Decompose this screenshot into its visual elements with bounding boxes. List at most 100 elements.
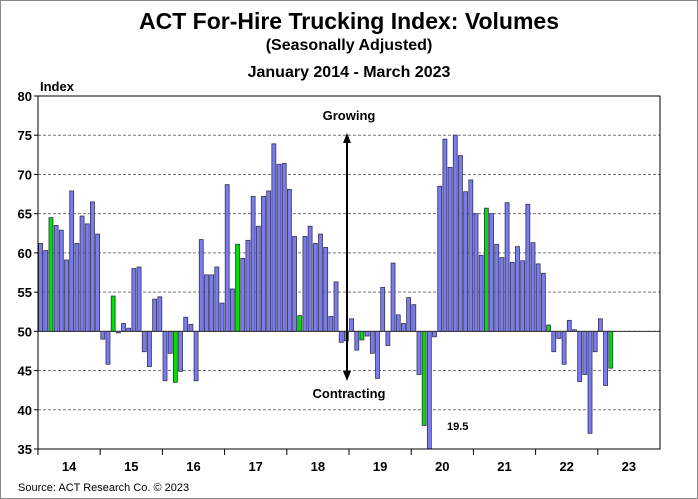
bar — [38, 243, 43, 332]
bar — [172, 330, 178, 383]
bar — [380, 287, 386, 332]
bar — [131, 268, 137, 332]
bar — [100, 330, 106, 340]
bar — [603, 330, 608, 386]
x-tick-label: 22 — [559, 459, 573, 474]
bar — [540, 272, 546, 332]
bar — [587, 330, 593, 434]
bar — [204, 274, 209, 332]
bar — [432, 330, 437, 338]
bar — [354, 330, 360, 351]
x-tick-label: 15 — [124, 459, 138, 474]
bar — [292, 236, 297, 332]
bar — [74, 243, 80, 332]
bar — [375, 330, 380, 379]
min-value-label: 19.5 — [447, 421, 468, 433]
chart-subtitle: (Seasonally Adjusted) — [265, 37, 433, 54]
y-tick-label: 55 — [18, 285, 32, 300]
bar — [535, 263, 541, 332]
bar — [426, 330, 432, 450]
bar — [416, 330, 422, 375]
bar — [209, 274, 215, 332]
y-tick-label: 40 — [18, 403, 32, 418]
bar — [499, 257, 505, 332]
bar — [121, 323, 126, 332]
y-tick-label: 80 — [18, 89, 32, 104]
bar — [318, 233, 323, 332]
bar — [312, 243, 318, 332]
bar — [483, 207, 489, 332]
bar — [302, 236, 308, 332]
bar — [577, 330, 583, 382]
growing-label: Growing — [323, 108, 376, 123]
bar — [147, 330, 152, 368]
bar — [193, 330, 199, 382]
bar — [359, 330, 365, 341]
bar — [219, 302, 225, 332]
bar — [582, 330, 588, 375]
bar — [442, 138, 448, 332]
y-tick-label: 65 — [18, 207, 32, 222]
bar — [250, 196, 256, 332]
x-tick-label: 21 — [497, 459, 511, 474]
bar — [364, 330, 370, 337]
bar — [566, 319, 572, 332]
bar — [307, 225, 313, 332]
bar — [515, 246, 520, 332]
bar — [141, 330, 147, 353]
bar — [266, 190, 272, 332]
bar — [43, 250, 49, 332]
bar — [458, 155, 463, 332]
bar — [281, 163, 287, 332]
source-note: Source: ACT Research Co. © 2023 — [18, 482, 190, 494]
bar — [369, 330, 375, 354]
y-tick-label: 60 — [18, 246, 32, 261]
y-axis-label: Index — [40, 79, 74, 94]
bar — [58, 229, 64, 332]
bar — [478, 254, 484, 332]
bar — [198, 239, 204, 332]
bar — [421, 330, 427, 426]
bar — [235, 243, 240, 332]
bar — [598, 318, 603, 332]
bar — [592, 330, 598, 353]
bar — [276, 163, 282, 332]
bar — [152, 298, 158, 332]
bar — [84, 223, 90, 332]
bar — [79, 215, 85, 332]
bar — [333, 281, 339, 332]
arrow-down-icon — [343, 371, 351, 381]
bar — [95, 233, 101, 332]
bar — [229, 288, 235, 332]
bar — [556, 330, 562, 339]
bar — [157, 296, 163, 332]
bar — [178, 330, 183, 372]
bar — [494, 243, 500, 332]
contracting-label: Contracting — [313, 386, 386, 401]
bar — [64, 259, 69, 332]
bar — [255, 225, 261, 332]
bar — [240, 257, 246, 332]
bar — [271, 143, 277, 332]
y-tick-label: 35 — [18, 442, 32, 457]
bar — [188, 323, 194, 332]
bar — [136, 266, 142, 332]
y-tick-label: 70 — [18, 167, 32, 182]
arrow-up-icon — [343, 133, 351, 143]
bar — [504, 202, 510, 332]
bar — [463, 191, 469, 332]
bar — [452, 134, 458, 332]
bar — [561, 330, 567, 365]
bar — [297, 315, 303, 332]
x-tick-label: 19 — [373, 459, 387, 474]
bar — [105, 330, 111, 365]
chart-title: ACT For-Hire Trucking Index: Volumes — [138, 8, 560, 34]
x-tick-label: 16 — [186, 459, 200, 474]
bar — [437, 185, 443, 332]
bar — [245, 239, 251, 332]
bar — [546, 324, 551, 332]
date-range: January 2014 - March 2023 — [247, 64, 451, 81]
bar — [349, 318, 354, 332]
bar — [69, 190, 75, 332]
